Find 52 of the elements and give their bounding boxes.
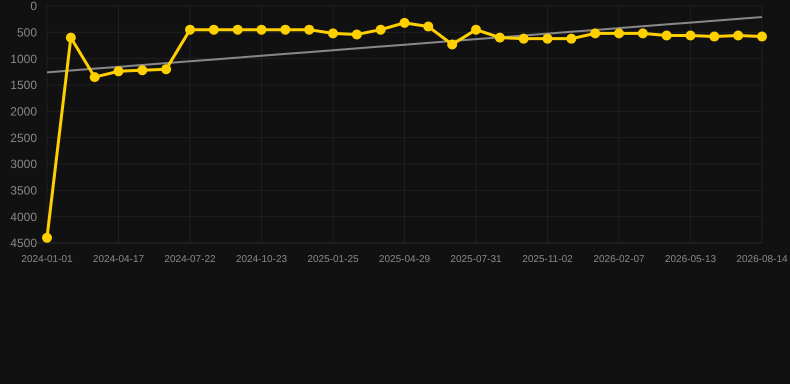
x-tick-label: 2025-11-02 [522,254,574,265]
point [90,72,100,82]
x-tick-label: 2026-02-07 [593,254,646,265]
point [733,30,744,40]
point [328,28,338,38]
y-tick-label: 1000 [10,52,38,66]
x-tick-label: 2025-07-31 [450,254,502,265]
x-tick-label: 2024-04-17 [92,254,145,265]
y-tick-label: 2000 [10,104,38,119]
x-tick-label: 2026-08-14 [736,254,788,265]
point [352,29,362,40]
point [662,30,672,40]
y-tick-label: 4000 [10,210,38,224]
point [232,24,243,35]
y-tick-label: 0 [30,0,38,14]
point [137,65,148,76]
point [518,34,529,44]
x-tick-label: 2024-10-23 [236,254,288,265]
y-tick-label: 2500 [10,130,38,145]
x-tick-label: 2024-07-22 [164,254,216,265]
point [376,24,386,35]
point [494,32,505,43]
y-tick-label: 4500 [10,236,38,250]
point [161,64,172,74]
point [280,24,290,35]
point [185,24,195,35]
point [686,30,696,40]
point [590,28,600,38]
x-tick-label: 2025-01-25 [307,254,360,265]
x-tick-label: 2025-04-29 [378,254,431,265]
point [256,24,266,35]
point [304,24,314,35]
point [208,24,219,35]
point [566,34,576,44]
x-tick-label: 2026-05-13 [664,254,717,265]
y-tick-label: 3500 [10,184,38,198]
y-tick-label: 3000 [10,157,38,172]
point [757,32,767,42]
point [709,32,720,42]
point [542,34,552,44]
point [471,24,481,35]
point [42,232,52,243]
point [638,28,648,38]
point [447,39,458,50]
point [66,32,76,43]
point [114,66,124,76]
point [400,18,410,28]
point [423,22,434,32]
y-tick-label: 500 [16,26,38,40]
x-tick-label: 2024-01-01 [21,254,74,265]
y-tick-label: 1500 [10,78,38,92]
point [614,28,624,38]
